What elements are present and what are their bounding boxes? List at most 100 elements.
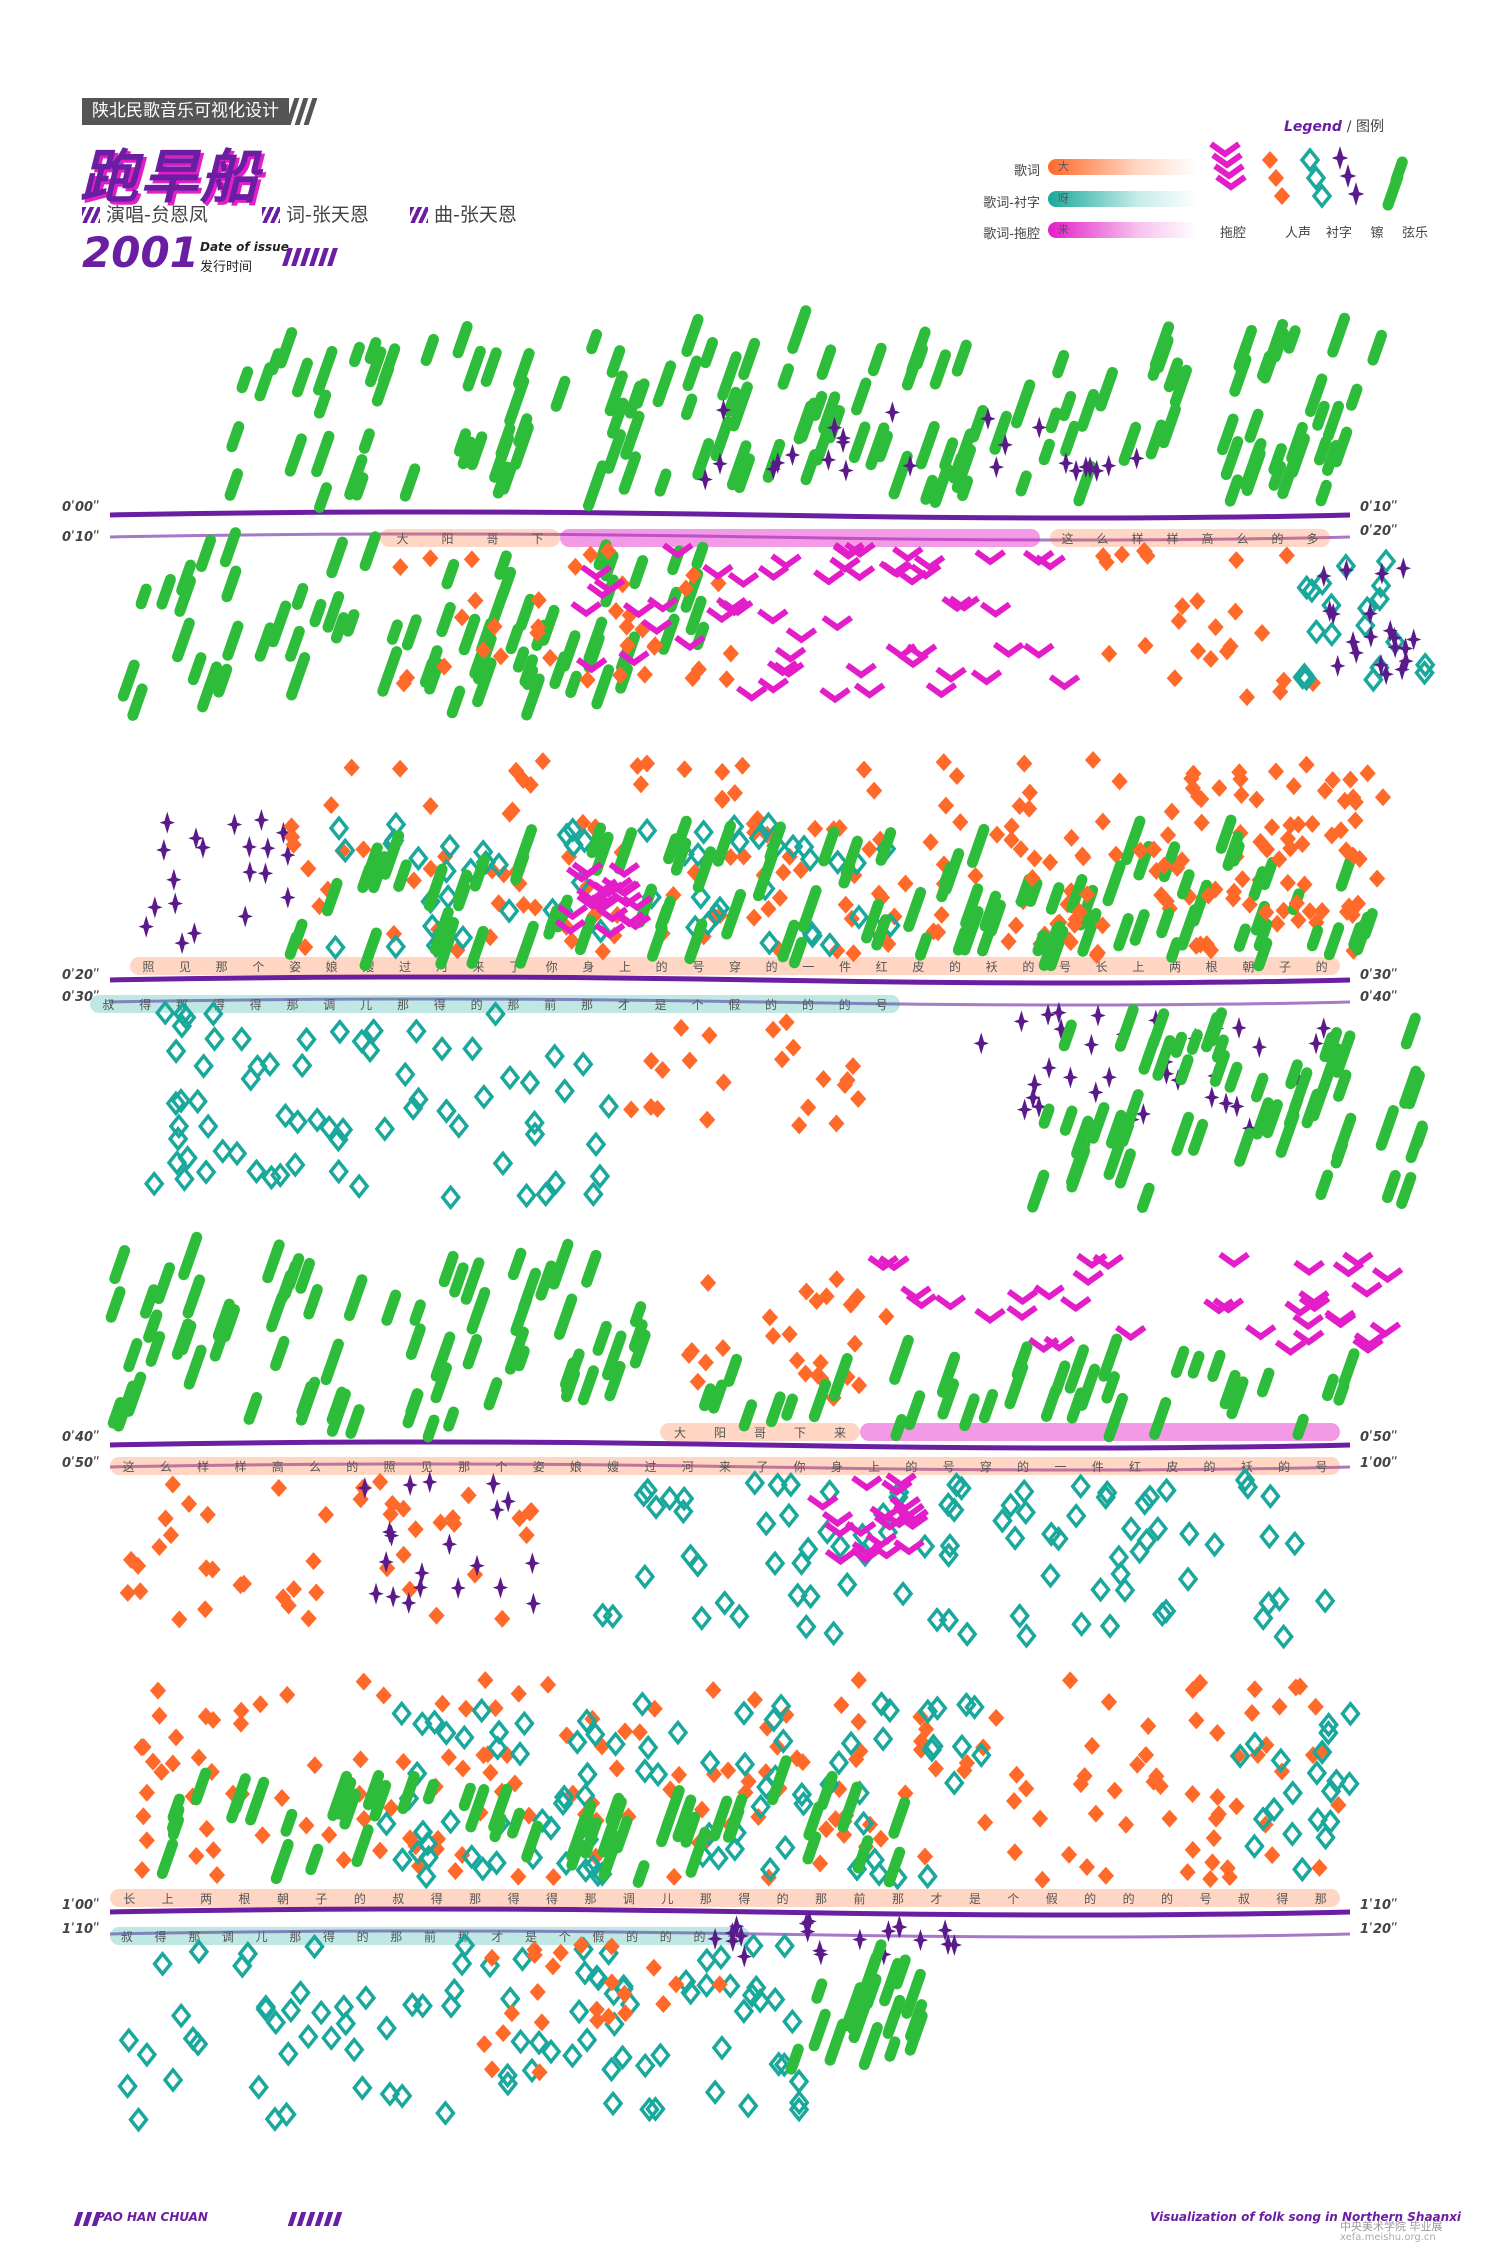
- green-dash-icon: [469, 854, 490, 892]
- teal-chain-icon: [472, 1855, 494, 1882]
- teal-chain-icon: [329, 1018, 351, 1045]
- teal-chain-icon: [540, 1815, 562, 1841]
- lyric-char: 那: [1315, 1892, 1327, 1906]
- star-burst-icon: [715, 399, 732, 422]
- green-dash-icon: [1322, 400, 1345, 442]
- star-burst-icon: [257, 862, 274, 885]
- green-dash-icon: [797, 885, 822, 933]
- orange-diamond-icon: [1063, 828, 1080, 847]
- teal-chain-icon: [750, 1793, 771, 1820]
- lyric-char: 的: [777, 1891, 789, 1906]
- timeline-line: [109, 1462, 1351, 1472]
- lyric-char: 两: [200, 1892, 212, 1906]
- orange-diamond-icon: [495, 2024, 512, 2043]
- chevron-stack-icon: [909, 563, 942, 580]
- green-dash-icon: [219, 527, 242, 568]
- orange-diamond-icon: [1011, 797, 1028, 816]
- chevron-stack-icon: [1352, 1337, 1384, 1354]
- time-label: 1ʹ10ʺ: [62, 1922, 100, 1937]
- orange-diamond-icon: [1016, 754, 1033, 773]
- lyric-char: 的: [656, 959, 668, 974]
- orange-diamond-icon: [1152, 1777, 1169, 1796]
- orange-diamond-icon: [788, 1749, 806, 1768]
- orange-diamond-icon: [1211, 779, 1228, 798]
- green-dash-icon: [1147, 1008, 1170, 1050]
- green-dash-icon: [1025, 877, 1043, 907]
- star-burst-icon: [884, 401, 901, 424]
- teal-chain-icon: [1244, 1833, 1265, 1860]
- teal-chain-icon: [544, 1043, 565, 1069]
- lyric-char: 的: [765, 997, 777, 1012]
- chevron-stack-icon: [608, 861, 641, 879]
- green-dash-icon: [326, 1388, 351, 1437]
- green-dash-icon: [685, 1826, 711, 1878]
- chevron-stack-icon: [785, 627, 818, 644]
- orange-diamond-icon: [300, 859, 317, 878]
- green-dash-icon: [875, 827, 897, 866]
- teal-chain-icon: [673, 1498, 694, 1525]
- star-burst-icon: [1330, 654, 1346, 677]
- teal-chain-icon: [509, 1741, 531, 1767]
- green-dash-icon: [811, 430, 832, 466]
- teal-chain-icon: [395, 1061, 416, 1088]
- green-dash-icon: [187, 652, 207, 686]
- teal-chain-icon: [540, 2038, 562, 2065]
- teal-chain-icon: [1000, 1492, 1021, 1519]
- orange-diamond-icon: [533, 2013, 550, 2032]
- green-dash-icon: [620, 410, 645, 460]
- star-burst-icon: [1398, 650, 1414, 673]
- orange-diamond-icon: [1188, 1711, 1205, 1730]
- star-burst-icon: [937, 1919, 953, 1942]
- chevron-stack-icon: [979, 601, 1012, 618]
- chevron-stack-icon: [1092, 1253, 1124, 1270]
- green-dash-icon: [905, 1999, 928, 2042]
- teal-chain-icon: [775, 1834, 796, 1861]
- chevron-stack-icon: [1212, 1297, 1245, 1314]
- teal-chain-icon: [1065, 1503, 1087, 1529]
- green-dash-icon: [513, 348, 535, 390]
- chevron-stack-icon: [592, 881, 624, 898]
- lyric-strip: [110, 1889, 1340, 1907]
- orange-diamond-icon: [1258, 840, 1276, 859]
- chevron-stack-icon: [829, 556, 861, 573]
- orange-diamond-icon: [758, 1718, 776, 1737]
- teal-chain-icon: [1258, 1590, 1279, 1617]
- lyric-strip: [110, 1927, 750, 1945]
- green-dash-icon: [368, 851, 390, 894]
- star-burst-icon: [500, 1490, 516, 1513]
- orange-diamond-icon: [375, 1686, 392, 1705]
- teal-chain-icon: [1312, 570, 1333, 597]
- orange-diamond-icon: [699, 1110, 716, 1129]
- green-dash-icon: [221, 565, 242, 603]
- teal-chain-icon: [951, 1475, 972, 1502]
- green-dash-icon: [1066, 1138, 1091, 1188]
- green-dash-icon: [224, 468, 244, 501]
- orange-diamond-icon: [1258, 903, 1275, 922]
- green-dash-icon: [911, 343, 929, 370]
- teal-chain-icon: [1321, 621, 1343, 648]
- green-dash-icon: [1156, 907, 1175, 939]
- teal-chain-icon: [759, 1856, 781, 1883]
- green-dash-icon: [937, 1378, 960, 1420]
- star-burst-icon: [912, 1929, 929, 1952]
- lyric-char: 个: [495, 1460, 507, 1474]
- footer-title-en: PAO HAN CHUAN: [96, 2210, 208, 2224]
- lyric-char: 得: [139, 997, 151, 1012]
- green-dash-icon: [1253, 918, 1273, 952]
- green-dash-icon: [423, 863, 448, 912]
- chevron-stack-icon: [845, 662, 877, 679]
- teal-chain-icon: [1016, 1623, 1037, 1649]
- green-dash-icon: [178, 1231, 203, 1281]
- orange-diamond-icon: [599, 541, 617, 560]
- legend-drag-char: 来: [1058, 223, 1069, 236]
- lyric-char: 号: [1059, 960, 1071, 974]
- orange-diamond-icon: [684, 669, 701, 688]
- chevron-stack-icon: [1006, 1304, 1038, 1322]
- teal-chain-icon: [195, 1159, 217, 1185]
- orange-diamond-icon: [812, 1854, 829, 1873]
- orange-diamond-icon: [1031, 1809, 1049, 1828]
- green-dash-icon: [604, 370, 628, 417]
- star-burst-icon: [733, 1924, 749, 1947]
- orange-diamond-icon: [818, 1820, 835, 1839]
- green-dash-icon: [1331, 1112, 1357, 1162]
